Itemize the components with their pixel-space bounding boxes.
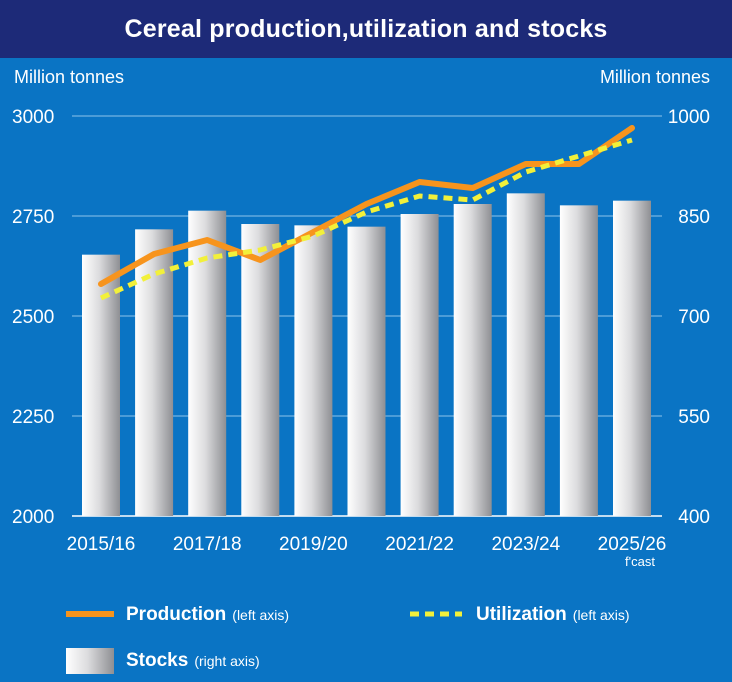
chart-title: Cereal production,utilization and stocks: [124, 14, 608, 43]
stocks-bar: [135, 229, 174, 517]
utilization-line: [99, 137, 633, 301]
forecast-note: f'cast: [625, 554, 655, 569]
left-tick-label: 3000: [12, 107, 54, 128]
x-tick-label: 2015/16: [67, 534, 136, 555]
legend-label-utilization: Utilization (left axis): [476, 604, 630, 625]
stocks-bar: [559, 205, 598, 517]
legend-series-name: Production: [126, 604, 226, 625]
stocks-bar: [613, 200, 651, 516]
right-tick-label: 550: [678, 407, 710, 428]
legend-series-name: Utilization: [476, 604, 567, 625]
legend-axis-note: (left axis): [232, 607, 289, 623]
stocks-bar: [241, 224, 280, 516]
left-tick-label: 2750: [12, 207, 54, 228]
left-tick-label: 2500: [12, 307, 54, 328]
production-line: [98, 125, 635, 287]
stocks-bar: [506, 193, 545, 517]
x-tick-label: 2019/20: [279, 534, 348, 555]
right-tick-label: 1000: [668, 107, 710, 128]
right-tick-label: 850: [678, 207, 710, 228]
left-tick-label: 2000: [12, 507, 54, 528]
legend-label-production: Production (left axis): [126, 604, 289, 625]
chart-svg: Million tonnes Million tonnes 2000 400 2250 5…: [12, 67, 710, 674]
x-tick-label: 2017/18: [173, 534, 242, 555]
title-bar: Cereal production,utilization and stocks: [0, 0, 732, 58]
x-tick-label: 2025/26: [598, 534, 667, 555]
stocks-bar: [453, 204, 492, 516]
left-tick-label: 2250: [12, 407, 54, 428]
legend-axis-note: (right axis): [194, 653, 259, 669]
legend-axis-note: (left axis): [573, 607, 630, 623]
right-tick-label: 700: [678, 307, 710, 328]
x-tick-label: 2023/24: [491, 534, 560, 555]
stocks-bar: [400, 214, 439, 516]
stocks-bar: [188, 210, 227, 516]
x-tick-label: 2021/22: [385, 534, 454, 555]
legend-series-name: Stocks: [126, 650, 188, 671]
stocks-bar: [294, 225, 333, 517]
stocks-bar: [347, 226, 386, 516]
left-axis-unit-label: Million tonnes: [14, 67, 124, 87]
right-tick-label: 400: [678, 507, 710, 528]
legend-label-stocks: Stocks (right axis): [126, 650, 260, 671]
legend-swatch-stocks: [66, 648, 114, 674]
stocks-bar: [82, 254, 120, 516]
right-axis-unit-label: Million tonnes: [600, 67, 710, 87]
